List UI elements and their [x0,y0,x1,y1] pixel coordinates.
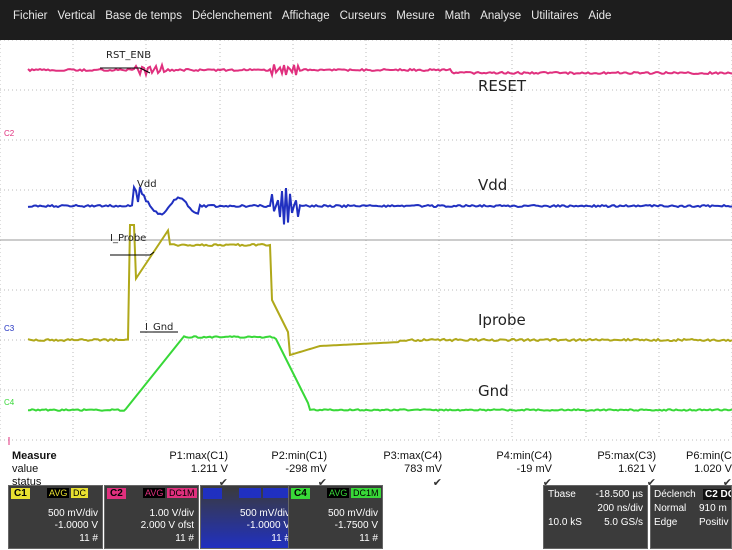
c2-sweeps: 11 # [175,533,194,544]
timebase-samples: 10.0 kS [548,517,582,528]
c1-avg: AVG [47,488,69,498]
reset-label: RESET [478,77,526,95]
param-p6-value: 1.020 V [694,463,732,475]
ignd-marker-label: I_Gnd [145,322,173,333]
menu-items: Fichier Vertical Base de temps Déclenche… [8,10,616,22]
vdd-label: Vdd [478,176,507,194]
menu-base-de-temps[interactable]: Base de temps [100,10,187,22]
trigger-mode: Normal [654,503,686,514]
iprobe-marker-label: I_Probe [110,233,146,244]
menu-analyse[interactable]: Analyse [475,10,526,22]
menu-vertical[interactable]: Vertical [53,10,101,22]
c2-vdiv: 1.00 V/div [150,508,194,519]
channel-c1-box[interactable]: C1 AVG DC 500 mV/div -1.0000 V 11 # [8,485,103,549]
c3-vdiv: 500 mV/div [240,508,290,519]
c3-tag: C3 [203,488,222,499]
measurement-panel: Measure P1:max(C1) P2:min(C1) P3:max(C4)… [0,450,732,550]
menu-fichier[interactable]: Fichier [8,10,53,22]
timebase-offset: -18.500 µs [596,489,643,500]
c4-vdiv: 500 mV/div [328,508,378,519]
rst-enb-label: RST_ENB [106,50,151,61]
param-p2-name[interactable]: P2:min(C1) [271,450,327,462]
param-p3-value: 783 mV [404,463,442,475]
menu-declenchement[interactable]: Déclenchement [187,10,277,22]
menu-math[interactable]: Math [440,10,476,22]
param-p5-value: 1.621 V [618,463,656,475]
c1-sweeps: 11 # [79,533,98,544]
menu-mesure[interactable]: Mesure [391,10,439,22]
c2-offset: 2.000 V ofst [141,520,194,531]
iprobe-label: Iprobe [478,311,526,329]
param-p4-name[interactable]: P4:min(C4) [496,450,552,462]
timebase-box[interactable]: Tbase -18.500 µs 200 ns/div 10.0 kS 5.0 … [543,485,648,549]
timebase-div: 200 ns/div [597,503,643,514]
trigger-type: Edge [654,517,677,528]
c2-tag: C2 [107,488,126,499]
param-p6-name[interactable]: P6:min(C3 [686,450,732,462]
trigger-tag: C2 DC [703,489,732,500]
c4-sweeps: 11 # [359,533,378,544]
menu-affichage[interactable]: Affichage [277,10,335,22]
oscilloscope-display[interactable]: RST_ENB Vdd I_Probe I_Gnd RESET Vdd Ipro… [0,40,732,450]
param-p5-name[interactable]: P5:max(C3) [597,450,656,462]
c1-vdiv: 500 mV/div [48,508,98,519]
channel-c4-box[interactable]: C4 AVG DC1M 500 mV/div -1.7500 V 11 # [288,485,383,549]
menu-aide[interactable]: Aide [583,10,616,22]
value-row-label: value [12,463,38,475]
trigger-box[interactable]: Déclench C2 DC Normal 910 m Edge Positiv [650,485,732,549]
menu-curseurs[interactable]: Curseurs [335,10,392,22]
c4-avg: AVG [327,488,349,498]
menu-bar: Fichier Vertical Base de temps Déclenche… [0,0,732,40]
c1-offset: -1.0000 V [55,520,98,531]
vdd-marker-label: Vdd [137,179,157,190]
c2-ground-marker[interactable]: C2 [4,129,14,138]
param-p1-name[interactable]: P1:max(C1) [169,450,228,462]
waveform-gnd [28,336,732,410]
c1-coupling: DC [71,488,88,498]
c3-ground-marker[interactable]: C3 [4,324,14,333]
trigger-level: 910 m [699,503,727,514]
param-p1-value: 1.211 V [191,463,228,475]
timebase-rate: 5.0 GS/s [604,517,643,528]
waveform-vdd [28,187,732,225]
status-check-icon: ✔ [433,476,442,489]
trigger-slope: Positiv [699,517,728,528]
gnd-label: Gnd [478,382,509,400]
param-p4-value: -19 mV [517,463,552,475]
channel-c3-box[interactable]: C3 AVG DC1M 500 mV/div -1.0000 V 11 # [200,485,295,549]
c4-tag: C4 [291,488,310,499]
timebase-label: Tbase [548,489,576,500]
c1-tag: C1 [11,488,30,499]
measure-header: Measure [12,450,57,462]
c2-avg: AVG [143,488,165,498]
c4-ground-marker[interactable]: C4 [4,398,14,407]
c4-coupling: DC1M [351,488,381,498]
trigger-label: Déclench [654,489,696,500]
c2-coupling: DC1M [167,488,197,498]
channel-c2-box[interactable]: C2 AVG DC1M 1.00 V/div 2.000 V ofst 11 # [104,485,199,549]
scope-grid [0,40,732,450]
c3-avg: AVG [239,488,261,498]
param-p3-name[interactable]: P3:max(C4) [383,450,442,462]
waveform-reset [28,65,732,76]
c3-offset: -1.0000 V [247,520,290,531]
menu-utilitaires[interactable]: Utilitaires [526,10,583,22]
c4-offset: -1.7500 V [335,520,378,531]
param-p2-value: -298 mV [285,463,327,475]
